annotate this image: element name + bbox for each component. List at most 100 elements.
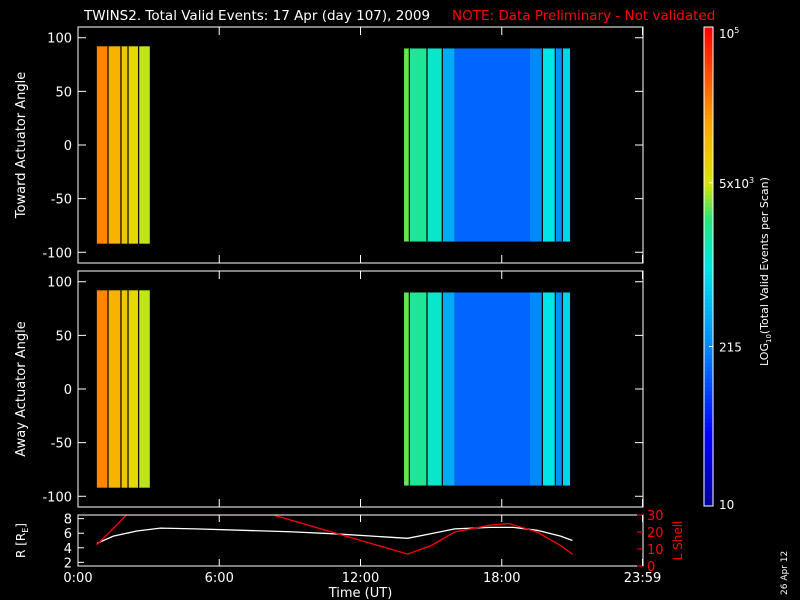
colorbar-tick-label: 105 bbox=[719, 26, 739, 41]
y-axis-label-main: R [R bbox=[14, 533, 28, 558]
colorbar-step bbox=[704, 362, 713, 367]
heatmap-cell-13 bbox=[562, 292, 571, 486]
colorbar-step bbox=[704, 290, 713, 296]
colorbar-step bbox=[704, 254, 713, 260]
heatmap-cell-2 bbox=[121, 290, 128, 488]
colorbar-step bbox=[704, 346, 713, 351]
colorbar-step bbox=[704, 226, 713, 232]
colorbar-step bbox=[704, 446, 713, 451]
y-tick-label: 4 bbox=[64, 542, 72, 557]
heatmap-cell-2 bbox=[121, 46, 128, 244]
heatmap-cell-9 bbox=[454, 292, 530, 486]
colorbar-step bbox=[704, 326, 713, 331]
y-tick-label: 0 bbox=[64, 383, 72, 398]
y2-tick-label: 30 bbox=[647, 509, 664, 524]
colorbar-step bbox=[704, 206, 713, 212]
y2-axis-label: L Shell bbox=[671, 521, 685, 561]
colorbar-step bbox=[704, 454, 713, 459]
colorbar-step bbox=[704, 74, 713, 80]
colorbar-step bbox=[704, 402, 713, 407]
colorbar-step bbox=[704, 82, 713, 88]
colorbar-step bbox=[704, 426, 713, 431]
colorbar-step bbox=[704, 46, 713, 52]
colorbar-step bbox=[704, 70, 713, 76]
colorbar-step bbox=[704, 146, 713, 152]
y-axis-label: Away Actuator Angle bbox=[14, 321, 29, 456]
colorbar-step bbox=[704, 178, 713, 184]
colorbar-step bbox=[704, 266, 713, 272]
heatmap-cell-6 bbox=[409, 292, 427, 486]
colorbar-step bbox=[704, 398, 713, 403]
colorbar-step bbox=[704, 410, 713, 415]
x-tick-label: 6:00 bbox=[205, 571, 234, 586]
colorbar-tick-base: 215 bbox=[719, 340, 742, 354]
colorbar-step bbox=[704, 354, 713, 359]
colorbar-step bbox=[704, 262, 713, 268]
lshell-line bbox=[96, 515, 573, 555]
x-tick-label: 23:59 bbox=[624, 571, 661, 586]
y-tick-label: -100 bbox=[42, 490, 72, 505]
x-tick-label: 12:00 bbox=[342, 571, 379, 586]
colorbar-step bbox=[704, 478, 713, 483]
heatmap-cell-10 bbox=[530, 292, 542, 486]
heatmap-cell-7 bbox=[427, 48, 442, 242]
heatmap-cell-1 bbox=[108, 46, 121, 244]
y2-tick-label: 10 bbox=[647, 543, 664, 558]
colorbar-label-prefix: LOG bbox=[758, 343, 771, 366]
colorbar-step bbox=[704, 242, 713, 248]
toward-actuator-panel: 100 50 0 -50 -100 Toward Actuator Angle bbox=[14, 26, 644, 264]
colorbar-step bbox=[704, 34, 713, 40]
colorbar-step bbox=[704, 42, 713, 48]
heatmap-cell-0 bbox=[96, 290, 108, 488]
colorbar-step bbox=[704, 154, 713, 160]
y-tick-label: -100 bbox=[42, 246, 72, 261]
colorbar-step bbox=[704, 462, 713, 467]
y-tick-label: 100 bbox=[47, 32, 72, 47]
colorbar-step bbox=[704, 374, 713, 379]
colorbar-step bbox=[704, 58, 713, 64]
colorbar-step bbox=[704, 322, 713, 327]
colorbar-step bbox=[704, 498, 713, 503]
colorbar-tick-exp: 3 bbox=[749, 176, 754, 185]
colorbar-step bbox=[704, 414, 713, 419]
colorbar-label: LOG10(Total Valid Events per Scan) bbox=[758, 177, 773, 366]
colorbar-tick-exp: 5 bbox=[734, 26, 739, 35]
y2-tick-label: 20 bbox=[647, 526, 664, 541]
colorbar-step bbox=[704, 482, 713, 487]
y-tick-label: -50 bbox=[51, 437, 72, 452]
colorbar-label-rest: (Total Valid Events per Scan) bbox=[758, 177, 771, 334]
colorbar-step bbox=[704, 98, 713, 104]
colorbar-step bbox=[704, 174, 713, 180]
colorbar-step bbox=[704, 422, 713, 427]
colorbar-step bbox=[704, 102, 713, 108]
colorbar-step bbox=[704, 334, 713, 339]
x-tick-label: 18:00 bbox=[483, 571, 520, 586]
colorbar-step bbox=[704, 494, 713, 499]
colorbar-tick-mult: 5x bbox=[719, 177, 734, 191]
colorbar-step bbox=[704, 126, 713, 132]
colorbar-step bbox=[704, 470, 713, 475]
colorbar-step bbox=[704, 198, 713, 204]
heatmap-cell-1 bbox=[108, 290, 121, 488]
colorbar-step bbox=[704, 370, 713, 375]
colorbar-step bbox=[704, 258, 713, 264]
y-axis-label: R [RE] bbox=[14, 523, 30, 558]
y2-tick-label: 0 bbox=[647, 560, 655, 575]
y-tick-label: 8 bbox=[64, 513, 72, 528]
x-tick-label: 0:00 bbox=[63, 571, 92, 586]
colorbar-step bbox=[704, 434, 713, 439]
colorbar-step bbox=[704, 238, 713, 244]
colorbar-step bbox=[704, 138, 713, 144]
y-tick-label: 50 bbox=[55, 85, 72, 100]
colorbar-step bbox=[704, 27, 713, 32]
colorbar-tick-label: 215 bbox=[719, 340, 742, 354]
heatmap-cell-13 bbox=[562, 48, 571, 242]
colorbar-step bbox=[704, 218, 713, 224]
heatmap-cell-4 bbox=[139, 290, 150, 488]
colorbar-step bbox=[704, 366, 713, 371]
colorbar-step bbox=[704, 54, 713, 60]
